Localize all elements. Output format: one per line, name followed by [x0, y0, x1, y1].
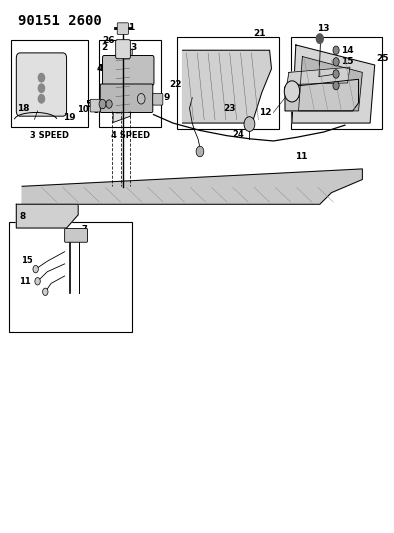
Text: 1: 1 [128, 23, 135, 32]
Text: 24: 24 [233, 131, 244, 140]
Text: 4 SPEED: 4 SPEED [111, 131, 150, 140]
Text: 4: 4 [96, 64, 102, 73]
Circle shape [38, 94, 45, 103]
Text: 11: 11 [295, 151, 307, 160]
Circle shape [333, 82, 339, 90]
Text: 90151 2600: 90151 2600 [18, 14, 102, 28]
Circle shape [33, 265, 38, 273]
Text: 15: 15 [21, 256, 33, 265]
Text: 15: 15 [341, 58, 353, 66]
Bar [99, 39, 161, 127]
Text: 6: 6 [93, 106, 98, 115]
Text: 9: 9 [163, 93, 169, 102]
Text: 5: 5 [85, 100, 92, 109]
Circle shape [38, 74, 45, 82]
Circle shape [333, 70, 339, 78]
Text: 16: 16 [341, 69, 353, 78]
Circle shape [333, 46, 339, 54]
Text: 12: 12 [259, 108, 271, 117]
FancyBboxPatch shape [116, 39, 130, 59]
FancyBboxPatch shape [100, 84, 153, 112]
Circle shape [106, 100, 112, 108]
Text: 2: 2 [102, 43, 108, 52]
Circle shape [196, 146, 204, 157]
Circle shape [38, 84, 45, 92]
Text: 10: 10 [77, 105, 89, 114]
Text: 25: 25 [376, 54, 388, 63]
Text: 13: 13 [317, 25, 329, 34]
Bar [177, 37, 279, 130]
Circle shape [35, 278, 40, 285]
FancyBboxPatch shape [117, 23, 128, 35]
Polygon shape [113, 49, 132, 123]
Bar [291, 37, 382, 130]
Polygon shape [182, 50, 271, 123]
FancyBboxPatch shape [153, 93, 163, 105]
Text: 7: 7 [147, 93, 153, 102]
Circle shape [244, 117, 255, 132]
Polygon shape [22, 169, 362, 204]
Text: 22: 22 [169, 80, 182, 89]
Text: 7: 7 [82, 225, 87, 234]
Circle shape [316, 34, 323, 43]
Circle shape [138, 93, 145, 104]
FancyBboxPatch shape [102, 55, 154, 85]
Circle shape [43, 288, 48, 295]
Polygon shape [285, 79, 359, 111]
Bar [11, 39, 88, 127]
Polygon shape [287, 67, 350, 85]
Text: 17: 17 [341, 81, 353, 90]
FancyBboxPatch shape [65, 229, 87, 242]
Bar [9, 222, 132, 333]
Text: 26: 26 [102, 36, 115, 45]
Text: 19: 19 [63, 113, 75, 122]
Text: 23: 23 [223, 104, 236, 113]
Text: 3 SPEED: 3 SPEED [30, 131, 69, 140]
FancyBboxPatch shape [90, 99, 100, 112]
Polygon shape [16, 204, 78, 228]
Text: 18: 18 [17, 104, 30, 113]
Circle shape [284, 81, 300, 102]
Text: 14: 14 [341, 46, 353, 55]
Text: 8: 8 [19, 212, 25, 221]
Polygon shape [299, 56, 362, 111]
FancyBboxPatch shape [16, 53, 67, 116]
Text: 21: 21 [253, 29, 266, 38]
Text: 11: 11 [19, 277, 31, 286]
Polygon shape [292, 45, 375, 123]
Text: 3: 3 [130, 43, 137, 52]
Circle shape [333, 58, 339, 66]
Circle shape [99, 99, 106, 109]
